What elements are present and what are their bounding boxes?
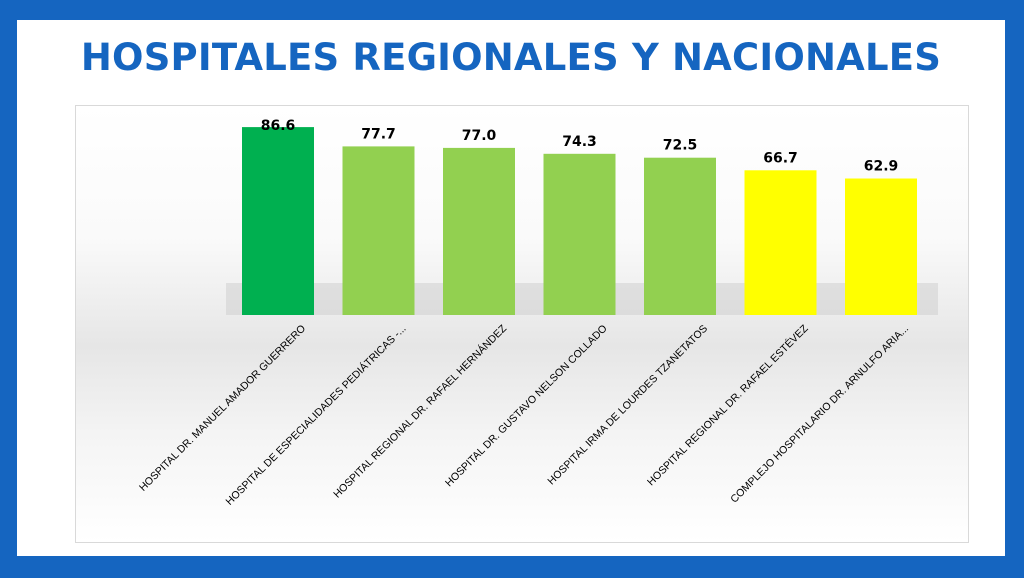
bar-1 — [242, 127, 314, 315]
data-label-1: 86.6 — [261, 118, 296, 134]
slide-content: HOSPITALES REGIONALES Y NACIONALES 86.6 H… — [17, 20, 1005, 556]
bar-6 — [744, 170, 817, 315]
category-label-5: HOSPITAL IRMA DE LOURDES TZANETATOS — [545, 323, 710, 488]
data-label-7: 62.9 — [864, 159, 899, 175]
bar-3 — [443, 147, 515, 315]
data-label-5: 72.5 — [663, 138, 698, 154]
chart-area: 86.6 HOSPITAL DR. MANUEL AMADOR GUERRERO 7… — [75, 105, 969, 543]
data-label-3: 77.0 — [462, 128, 497, 144]
category-label-1: HOSPITAL DR. MANUEL AMADOR GUERRERO — [137, 323, 308, 494]
category-label-4: HOSPITAL DR. GUSTAVO NELSON COLLADO — [443, 323, 610, 490]
category-label-7: COMPLEJO HOSPITALARIO DR. ARNULFO ARIA..… — [728, 323, 911, 506]
bar-chart: 86.6 HOSPITAL DR. MANUEL AMADOR GUERRERO 7… — [137, 118, 938, 508]
data-label-6: 66.7 — [763, 150, 798, 166]
category-label-2: HOSPITAL DE ESPECIALIDADES PEDIÁTRICAS -… — [223, 322, 409, 508]
bar-4 — [543, 153, 616, 315]
data-label-2: 77.7 — [361, 126, 396, 142]
bar-5 — [644, 157, 716, 315]
bar-2 — [342, 146, 415, 315]
category-label-3: HOSPITAL REGIONAL DR. RAFAEL HERNÁNDEZ — [330, 322, 509, 501]
slide-title: HOSPITALES REGIONALES Y NACIONALES — [80, 36, 942, 79]
category-label-6: HOSPITAL REGIONAL DR. RAFAEL ESTÉVEZ — [644, 322, 811, 489]
data-label-4: 74.3 — [562, 134, 597, 150]
bar-7 — [845, 178, 917, 315]
